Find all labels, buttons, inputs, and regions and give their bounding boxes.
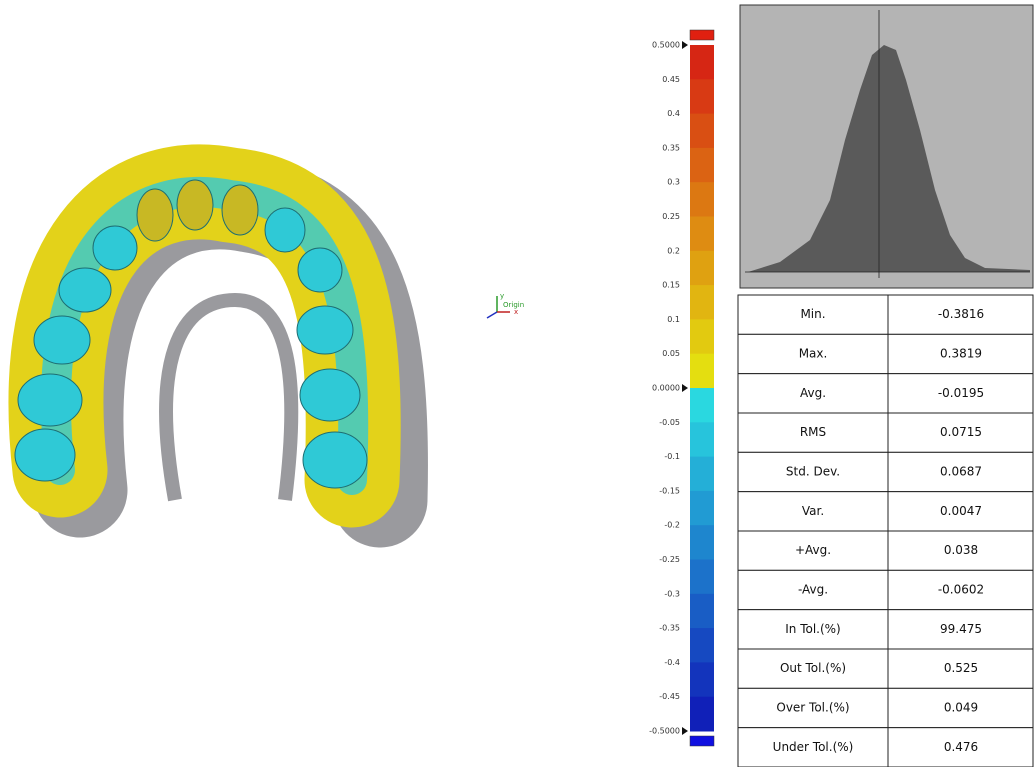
scale-label: -0.2	[664, 521, 680, 530]
scale-segment	[690, 560, 714, 595]
scale-segment	[690, 79, 714, 114]
scale-segment	[690, 251, 714, 286]
scale-label: -0.4	[664, 658, 680, 667]
stat-name: Std. Dev.	[786, 465, 840, 479]
stat-value: 0.049	[944, 701, 978, 715]
stat-name: In Tol.(%)	[785, 622, 841, 636]
stat-name: +Avg.	[795, 543, 831, 557]
scale-label: -0.25	[659, 555, 680, 564]
stat-value: 0.0047	[940, 504, 982, 518]
stat-value: 0.476	[944, 740, 978, 754]
scale-marker	[682, 384, 688, 392]
scale-label: -0.45	[659, 692, 680, 701]
stat-value: 0.525	[944, 661, 978, 675]
scale-label: -0.35	[659, 624, 680, 633]
table-row	[738, 374, 1033, 413]
stat-value: -0.3816	[938, 307, 984, 321]
table-row	[738, 570, 1033, 609]
axis-x-label: x	[514, 308, 518, 316]
scale-segment	[690, 491, 714, 526]
scale-segment	[690, 457, 714, 492]
scale-segment	[690, 45, 714, 80]
scale-label: 0.0000	[652, 384, 680, 393]
table-row	[738, 531, 1033, 570]
histogram	[740, 5, 1033, 288]
scale-segment	[690, 388, 714, 423]
scale-segment	[690, 217, 714, 252]
scale-marker	[682, 41, 688, 49]
scale-label: 0.2	[667, 246, 680, 255]
scale-label: 0.25	[662, 212, 680, 221]
screen: y x Origin 0.50000.450.40.350.30.250.20.…	[0, 0, 1034, 767]
dental-model	[15, 180, 380, 500]
stat-name: Min.	[800, 307, 825, 321]
scale-segment	[690, 525, 714, 560]
scale-label: 0.45	[662, 75, 680, 84]
scale-label: 0.4	[667, 109, 680, 118]
scale-label: -0.5000	[649, 727, 680, 736]
stat-name: Out Tol.(%)	[780, 661, 846, 675]
stat-value: 0.0715	[940, 425, 982, 439]
under-cap	[690, 736, 714, 746]
scale-segment	[690, 662, 714, 697]
stat-name: Under Tol.(%)	[773, 740, 854, 754]
scale-label: 0.1	[667, 315, 680, 324]
table-row	[738, 295, 1033, 334]
over-cap	[690, 30, 714, 40]
scale-marker	[682, 727, 688, 735]
stat-name: -Avg.	[798, 583, 828, 597]
scale-label: -0.15	[659, 486, 680, 495]
table-row	[738, 334, 1033, 373]
scale-label: 0.5000	[652, 41, 680, 50]
stat-name: Over Tol.(%)	[776, 701, 849, 715]
scale-segment	[690, 422, 714, 457]
scale-segment	[690, 114, 714, 149]
stat-name: Var.	[802, 504, 824, 518]
scale-label: -0.05	[659, 418, 680, 427]
axis-origin-label: Origin	[503, 301, 524, 309]
stat-value: 99.475	[940, 622, 982, 636]
stat-name: Max.	[799, 347, 828, 361]
scale-segment	[690, 148, 714, 183]
stat-value: 0.0687	[940, 465, 982, 479]
scale-label: 0.3	[667, 178, 680, 187]
scale-label: 0.15	[662, 281, 680, 290]
scale-label: -0.3	[664, 589, 680, 598]
scale-label: 0.35	[662, 143, 680, 152]
stat-name: RMS	[800, 425, 826, 439]
scale-segment	[690, 594, 714, 629]
table-row	[738, 413, 1033, 452]
stat-value: 0.3819	[940, 347, 982, 361]
scale-label: 0.05	[662, 349, 680, 358]
statistics-table: Min. -0.3816 Max. 0.3819 Avg. -0.0195 RMS 0.071…	[738, 295, 1033, 767]
table-row	[738, 492, 1033, 531]
color-scale: 0.5000 0.45 0.4 0.35 0.3 0.25 0.2 0.15 0.1 0.05 0.…	[649, 30, 714, 746]
stat-value: -0.0195	[938, 386, 984, 400]
table-row	[738, 452, 1033, 491]
scale-segment	[690, 354, 714, 389]
stat-value: -0.0602	[938, 583, 984, 597]
scale-segment	[690, 319, 714, 354]
axis-icon: y x Origin	[487, 292, 524, 318]
scale-segment	[690, 697, 714, 732]
scale-segment	[690, 628, 714, 663]
scale-segment	[690, 182, 714, 217]
stat-name: Avg.	[800, 386, 826, 400]
axis-y-label: y	[500, 292, 504, 300]
table-row	[738, 610, 1033, 649]
scale-label: -0.1	[664, 452, 680, 461]
stat-value: 0.038	[944, 543, 978, 557]
scale-segment	[690, 285, 714, 320]
